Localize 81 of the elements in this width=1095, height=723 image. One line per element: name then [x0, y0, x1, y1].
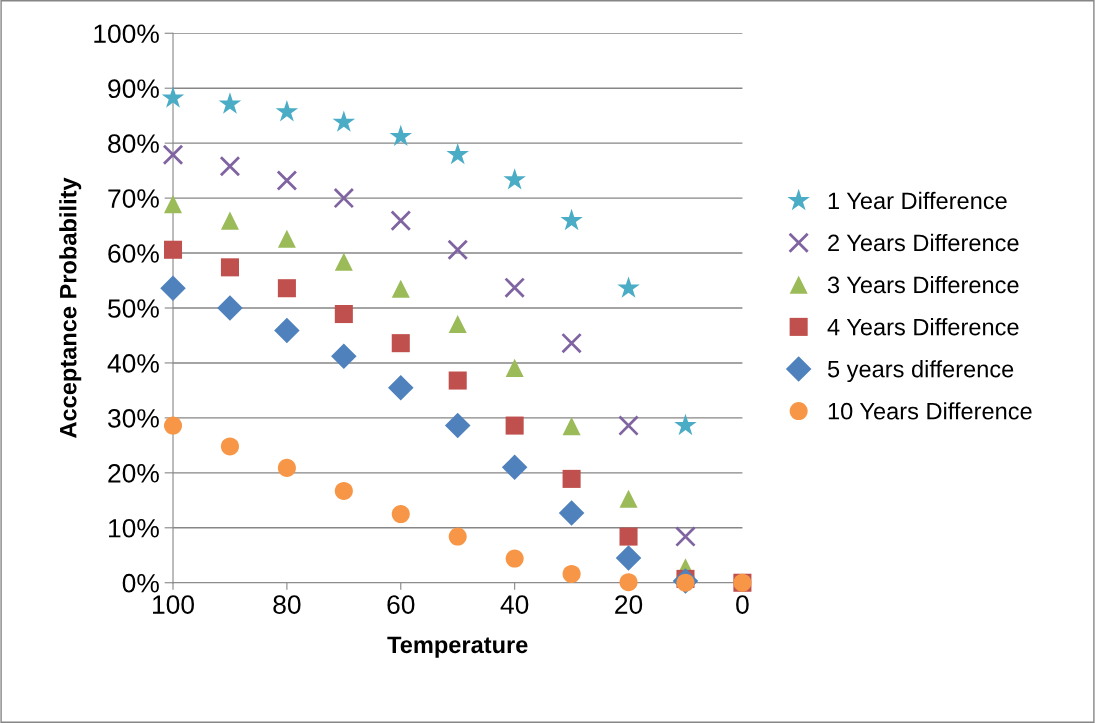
y-tick-label: 10% [109, 518, 159, 538]
point [391, 334, 410, 353]
legend-label: 2 Years Difference [828, 233, 1019, 252]
point [391, 505, 410, 524]
point [505, 358, 524, 377]
point [391, 279, 410, 298]
legend-label: 5 years difference [827, 360, 1014, 383]
y-tick-label: 70% [108, 189, 159, 208]
x-tick-label: 0 [736, 595, 749, 614]
point [562, 564, 581, 583]
point [163, 195, 183, 214]
point [334, 305, 353, 324]
point [615, 545, 642, 571]
point [220, 258, 239, 277]
point [275, 100, 299, 122]
legend-label: 1 Year Difference [828, 191, 1007, 210]
point [444, 412, 471, 439]
y-tick-label: 0% [122, 573, 159, 593]
y-tick-label: 30% [108, 409, 159, 428]
y-axis-title: Acceptance Probability [59, 177, 82, 438]
point [218, 92, 242, 114]
y-tick-label: 80% [108, 134, 159, 153]
point [161, 86, 185, 108]
point [219, 155, 241, 177]
legend-label: 10 Years Difference [828, 402, 1032, 420]
point [163, 240, 183, 259]
legend-label: 3 Years Difference [827, 275, 1019, 294]
point [675, 526, 696, 547]
point [390, 210, 412, 232]
point [277, 458, 296, 477]
point [331, 343, 357, 370]
point [162, 144, 184, 166]
x-tick-label: 20 [615, 595, 643, 614]
point [220, 437, 239, 456]
point [332, 110, 356, 132]
point [163, 416, 183, 435]
point [505, 416, 524, 435]
y-tick-label: 90% [108, 79, 159, 99]
point [561, 332, 583, 354]
point [447, 239, 469, 261]
point [389, 124, 412, 147]
point [562, 417, 581, 436]
point [618, 415, 639, 436]
x-tick-label: 60 [387, 595, 415, 614]
x-axis-title: Temperature [387, 636, 528, 658]
point [446, 142, 469, 165]
y-tick-label: 20% [108, 463, 159, 483]
point [276, 170, 298, 191]
point [617, 276, 640, 298]
point [220, 211, 239, 230]
point [334, 252, 353, 271]
point [448, 527, 467, 546]
y-tick-label: 50% [108, 299, 159, 318]
y-tick-label: 40% [107, 354, 159, 373]
point [558, 500, 585, 526]
point [274, 317, 300, 344]
x-tick-label: 80 [273, 595, 301, 614]
point [277, 229, 296, 248]
point [334, 481, 353, 500]
point [619, 527, 638, 546]
point [619, 573, 638, 592]
y-tick-label: 100% [94, 24, 159, 44]
point [217, 295, 243, 321]
point [505, 549, 524, 568]
point [388, 374, 414, 401]
point [277, 279, 296, 298]
point [504, 277, 526, 299]
y-tick-label: 60% [108, 244, 159, 263]
point [160, 275, 186, 301]
x-tick-label: 100 [153, 595, 194, 614]
point [562, 469, 581, 488]
point [333, 187, 355, 209]
legend-label: 4 Years Difference [827, 318, 1019, 336]
point [448, 314, 467, 333]
point [674, 413, 697, 436]
point [501, 454, 528, 481]
point [448, 371, 467, 390]
point [503, 168, 526, 190]
point [619, 489, 638, 508]
point [560, 208, 583, 231]
x-tick-label: 40 [500, 595, 529, 614]
